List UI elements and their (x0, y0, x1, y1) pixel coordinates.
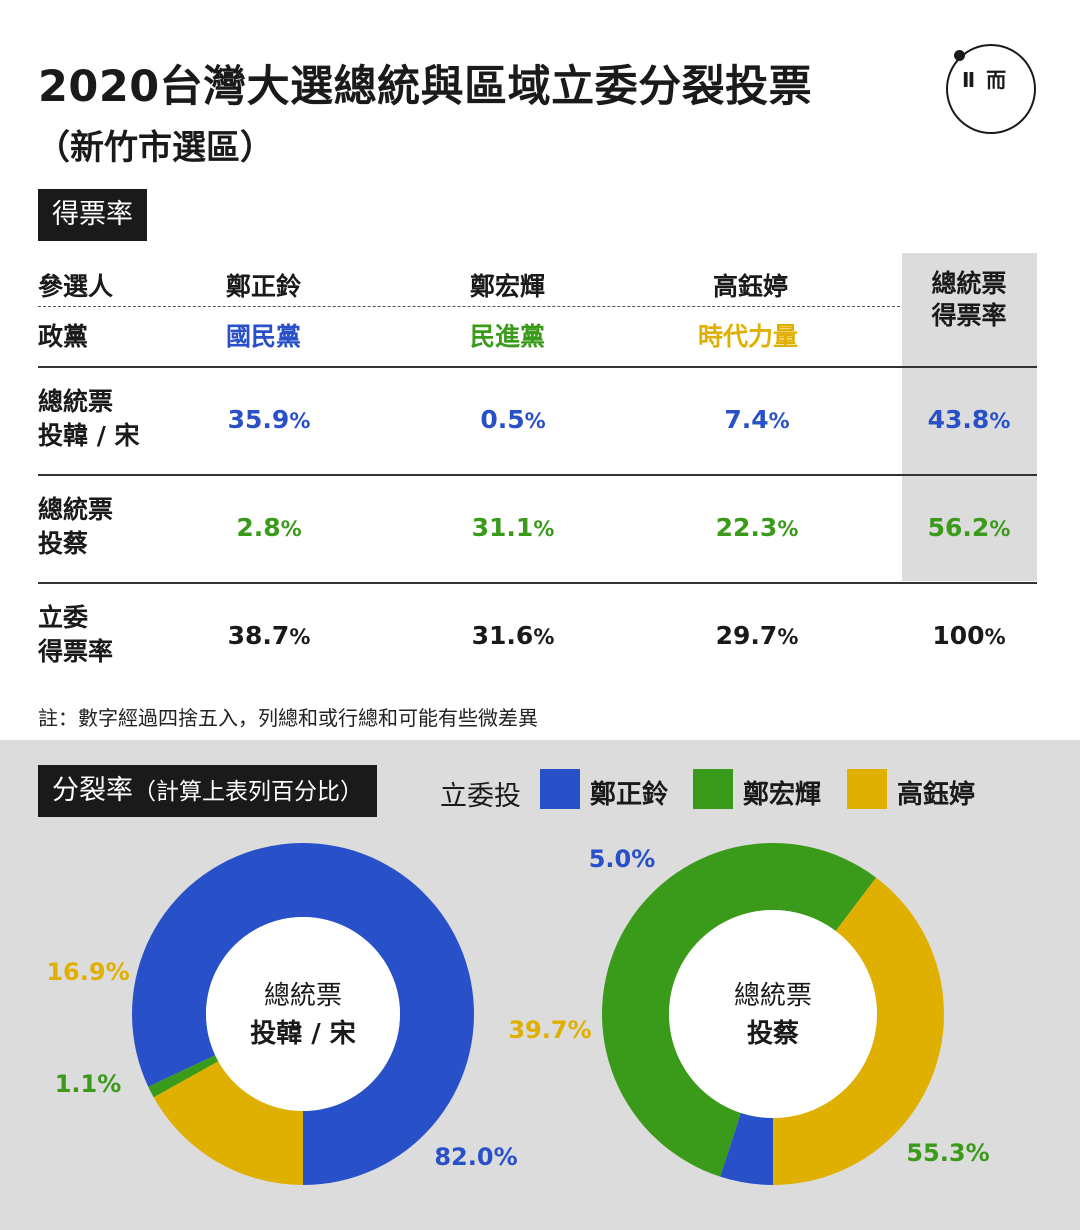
slice-label-2-2: 55.3% (906, 1139, 989, 1167)
donut-center-label: 總統票 (264, 981, 342, 1011)
donut-slice-1-3 (153, 1061, 303, 1185)
legend-swatch-dpp (693, 769, 733, 809)
legend-swatch-npp (847, 769, 887, 809)
donut-center-label: 投韓 / 宋 (250, 1019, 356, 1049)
table-cell-total: 56.2% (927, 513, 1011, 542)
page-subtitle: （新竹市選區） (36, 128, 274, 168)
candidate-name-1: 鄭正鈴 (226, 272, 302, 301)
donut-hole (206, 917, 400, 1111)
table-cell: 38.7% (227, 621, 311, 650)
table-cell: 35.9% (227, 405, 311, 434)
logo-text: Ⅱ 而 (962, 68, 1009, 92)
row-label-legislator-rate: 立委 得票率 (38, 603, 114, 666)
slice-label-1-3: 16.9% (46, 958, 129, 986)
row-label-tsai: 總統票 投蔡 (38, 495, 114, 558)
legend-label-1: 鄭正鈴 (590, 780, 669, 810)
header-party: 政黨 (38, 322, 89, 351)
donut-center-label: 總統票 (734, 981, 812, 1011)
table-cell: 2.8% (236, 513, 302, 542)
table-cell-total: 100% (932, 621, 1006, 650)
party-kmt: 國民黨 (226, 322, 302, 351)
presidential-rate-column-bg (902, 253, 1037, 581)
donut-slice-2-1 (720, 1112, 773, 1185)
table-cell: 7.4% (724, 405, 790, 434)
footnote: 註：數字經過四捨五入，列總和或行總和可能有些微差異 (38, 706, 538, 730)
legend-swatch-kmt (540, 769, 580, 809)
table-cell: 31.1% (471, 513, 555, 542)
donut-hole (669, 910, 877, 1118)
party-npp: 時代力量 (698, 322, 799, 351)
party-dpp: 民進黨 (470, 322, 546, 351)
legend-label-2: 鄭宏輝 (743, 780, 822, 810)
legend-label-3: 高鈺婷 (897, 780, 976, 810)
section-tag-rate: 得票率 (38, 189, 147, 241)
donut-slice-1-1 (132, 843, 475, 1185)
logo-dot-icon (954, 50, 965, 61)
donut-slice-1-2 (148, 1055, 219, 1098)
slice-label-2-3: 39.7% (508, 1016, 591, 1044)
header-candidate: 參選人 (38, 272, 114, 301)
logo: Ⅱ 而 (946, 44, 1036, 134)
donut-slice-2-2 (602, 843, 877, 1177)
row-divider (38, 582, 1037, 584)
table-cell-total: 43.8% (927, 405, 1011, 434)
table-cell: 22.3% (715, 513, 799, 542)
table-cell: 29.7% (715, 621, 799, 650)
slice-label-1-1: 82.0% (434, 1143, 517, 1171)
row-divider (38, 366, 1037, 368)
candidate-name-3: 高鈺婷 (713, 272, 789, 301)
header-presidential-rate: 總統票 得票率 (931, 269, 1007, 330)
candidate-name-2: 鄭宏輝 (470, 272, 546, 301)
donut-slice-2-3 (773, 877, 945, 1185)
row-label-han-soong: 總統票 投韓 / 宋 (38, 387, 140, 450)
table-cell: 31.6% (471, 621, 555, 650)
slice-label-2-1: 5.0% (589, 845, 656, 873)
legend-title: 立委投 (440, 781, 521, 812)
section-tag-split: 分裂率（計算上表列百分比） (38, 765, 377, 817)
header-divider (38, 306, 900, 307)
slice-label-1-2: 1.1% (55, 1070, 122, 1098)
table-cell: 0.5% (480, 405, 546, 434)
page-title: 2020台灣大選總統與區域立委分裂投票 (38, 62, 813, 112)
donut-center-label: 投蔡 (747, 1019, 799, 1049)
row-divider (38, 474, 1037, 476)
